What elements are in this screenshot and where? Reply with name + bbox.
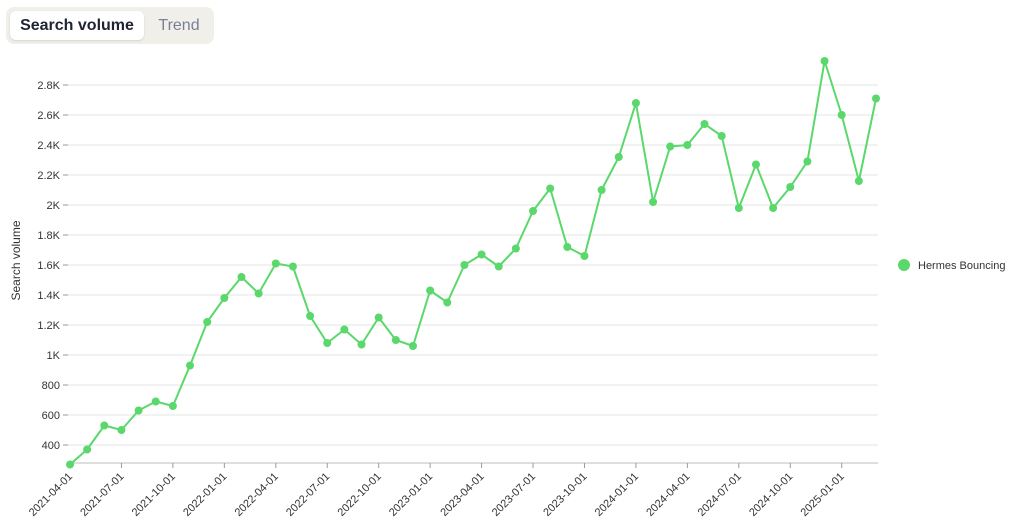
data-point[interactable] [391,336,400,344]
y-tick-label: 2.2K [37,170,60,182]
x-tick-label: 2025-01-01 [799,471,847,519]
data-point[interactable] [323,339,332,347]
data-point[interactable] [443,298,452,307]
data-point[interactable] [117,426,126,434]
x-tick-label: 2022-07-01 [284,471,332,519]
x-tick-label: 2021-07-01 [78,471,126,519]
x-tick-label: 2021-10-01 [130,471,178,519]
x-tick-label: 2022-04-01 [233,471,281,519]
data-point[interactable] [426,286,435,295]
x-tick-label: 2023-04-01 [438,471,486,519]
x-tick-label: 2023-10-01 [541,471,589,519]
data-point[interactable] [734,204,743,212]
data-point[interactable] [220,294,229,302]
data-point[interactable] [803,157,812,166]
data-point[interactable] [666,142,675,151]
legend[interactable]: Hermes Bouncing [898,259,1005,272]
data-point[interactable] [408,342,417,350]
data-point[interactable] [168,402,177,410]
data-point[interactable] [751,160,760,169]
data-point[interactable] [66,460,74,469]
data-point[interactable] [100,421,109,430]
y-tick-label: 600 [42,410,60,422]
y-tick-label: 400 [42,440,60,452]
data-point[interactable] [854,177,863,185]
data-point[interactable] [786,183,795,191]
y-tick-label: 1.8K [37,230,60,242]
x-tick-label: 2022-01-01 [181,471,229,519]
data-point[interactable] [357,340,366,349]
data-point[interactable] [700,120,709,128]
y-tick-label: 800 [42,380,60,392]
x-tick-label: 2022-10-01 [336,471,384,519]
data-point[interactable] [83,445,92,454]
y-tick-label: 1.4K [37,290,60,302]
x-tick-label: 2024-07-01 [696,471,744,519]
data-point[interactable] [580,252,589,260]
data-point[interactable] [872,94,880,103]
legend-marker [898,259,910,271]
series-line [69,60,877,466]
y-axis-label: Search volume [9,220,23,300]
data-point[interactable] [134,406,143,415]
data-point[interactable] [614,153,623,161]
data-point[interactable] [631,99,640,107]
y-tick-label: 2K [47,200,61,212]
data-point[interactable] [151,397,160,406]
data-point[interactable] [649,198,658,206]
series-hermes-bouncing [66,57,880,469]
view-tabs: Search volume Trend [6,7,214,44]
x-tick-label: 2024-01-01 [593,471,641,519]
tab-trend[interactable]: Trend [158,17,200,34]
data-point[interactable] [511,244,520,253]
x-tick-label: 2024-10-01 [747,471,795,519]
data-point[interactable] [837,111,846,119]
data-point[interactable] [597,186,606,194]
data-point[interactable] [254,289,263,298]
tab-search-volume[interactable]: Search volume [10,11,144,40]
data-point[interactable] [820,57,829,65]
data-point[interactable] [288,262,297,271]
y-tick-label: 2.4K [37,140,60,152]
legend-label: Hermes Bouncing [918,260,1005,272]
data-point[interactable] [546,184,555,193]
data-point[interactable] [683,141,692,149]
data-point[interactable] [769,204,778,212]
data-point[interactable] [460,261,469,269]
y-tick-label: 1.2K [37,320,60,332]
grid-lines [68,84,878,446]
data-point[interactable] [203,318,212,326]
x-axis: 2021-04-01 2021-07-01 2021-10-01 2022-01-01… [27,462,878,519]
data-point[interactable] [306,312,315,320]
y-tick-label: 1.6K [37,260,60,272]
y-tick-label: 2.6K [37,110,60,122]
x-tick-label: 2023-07-01 [490,471,538,519]
data-point[interactable] [529,207,538,215]
data-point[interactable] [477,250,486,259]
y-tick-label: 1K [47,350,61,362]
y-tick-label: 2.8K [37,80,60,92]
data-point[interactable] [374,313,383,322]
data-point[interactable] [563,243,572,251]
x-tick-label: 2021-04-01 [27,471,75,519]
data-point[interactable] [271,259,280,268]
data-point[interactable] [186,361,195,370]
data-point[interactable] [340,325,349,334]
data-point[interactable] [494,262,503,271]
y-axis: 400 600 800 1K 1.2K 1.4K 1.6K 1.8K 2K 2.2K 2.4K 2.6… [37,80,68,452]
data-point[interactable] [237,273,246,281]
data-point[interactable] [717,132,726,140]
x-tick-label: 2024-04-01 [644,471,692,519]
x-tick-label: 2023-01-01 [387,471,435,519]
